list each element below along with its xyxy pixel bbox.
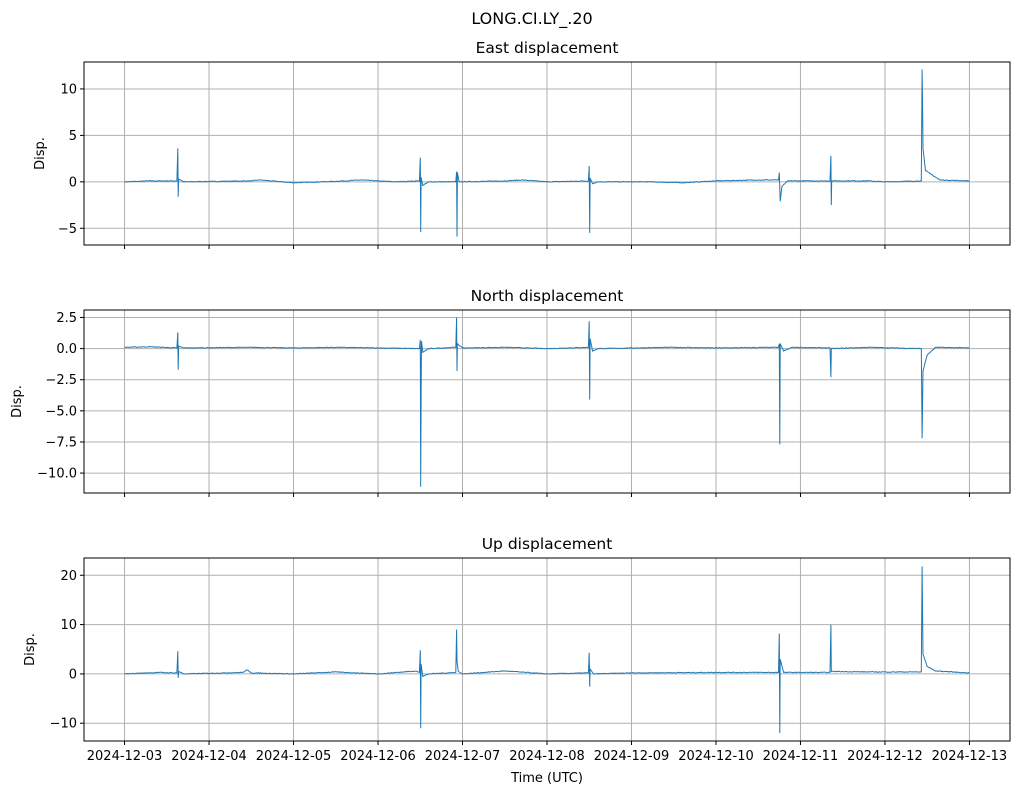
x-tick-label: 2024-12-12 [847,749,923,764]
x-tick-label: 2024-12-11 [763,749,839,764]
y-tick-label: −10.0 [37,467,77,482]
x-tick-label: 2024-12-07 [425,749,501,764]
y-tick-label: 2.5 [56,311,77,326]
x-tick-label: 2024-12-09 [594,749,670,764]
y-axis-label: Disp. [33,137,48,170]
x-tick-label: 2024-12-08 [509,749,585,764]
y-tick-label: 0.0 [56,342,77,357]
subplot-title: Up displacement [482,535,613,553]
y-tick-label: 0 [69,667,77,682]
x-tick-label: 2024-12-04 [171,749,247,764]
y-tick-label: 20 [60,569,77,584]
x-tick-label: 2024-12-13 [932,749,1008,764]
subplot-up: 2024-12-03 2024-12-04 2024-12-05 2024-12-06… [23,535,1011,764]
data-line [124,317,970,487]
x-tick-label: 2024-12-10 [678,749,754,764]
figure-title: LONG.CI.LY_.20 [471,9,592,29]
subplot-title: East displacement [476,39,619,57]
y-axis-label: Disp. [23,633,38,666]
y-axis-label: Disp. [10,385,25,418]
y-tick-label: 10 [60,618,77,633]
y-tick-label: −5 [58,222,77,237]
y-tick-label: −7.5 [45,435,77,450]
subplot-east: −5 0 5 10 East displacement Disp. [33,39,1011,249]
subplot-north: 2.5 0.0 −2.5 −5.0 −7.5 −10.0 North displacemen… [10,287,1011,497]
subplot-title: North displacement [471,287,624,305]
axes-frame [83,309,1011,494]
y-tick-label: −2.5 [45,373,77,388]
x-tick-label: 2024-12-03 [87,749,163,764]
y-tick-label: 0 [69,175,77,190]
x-tick-label: 2024-12-06 [340,749,416,764]
y-tick-label: −5.0 [45,404,77,419]
x-axis-label: Time (UTC) [510,771,583,786]
y-tick-label: 10 [60,82,77,97]
data-line [124,69,970,237]
y-tick-label: 5 [69,129,77,144]
axes-frame [83,61,1011,246]
x-tick-label: 2024-12-05 [256,749,332,764]
data-line [124,566,970,734]
axes-frame [83,557,1011,742]
y-tick-label: −10 [50,717,77,732]
